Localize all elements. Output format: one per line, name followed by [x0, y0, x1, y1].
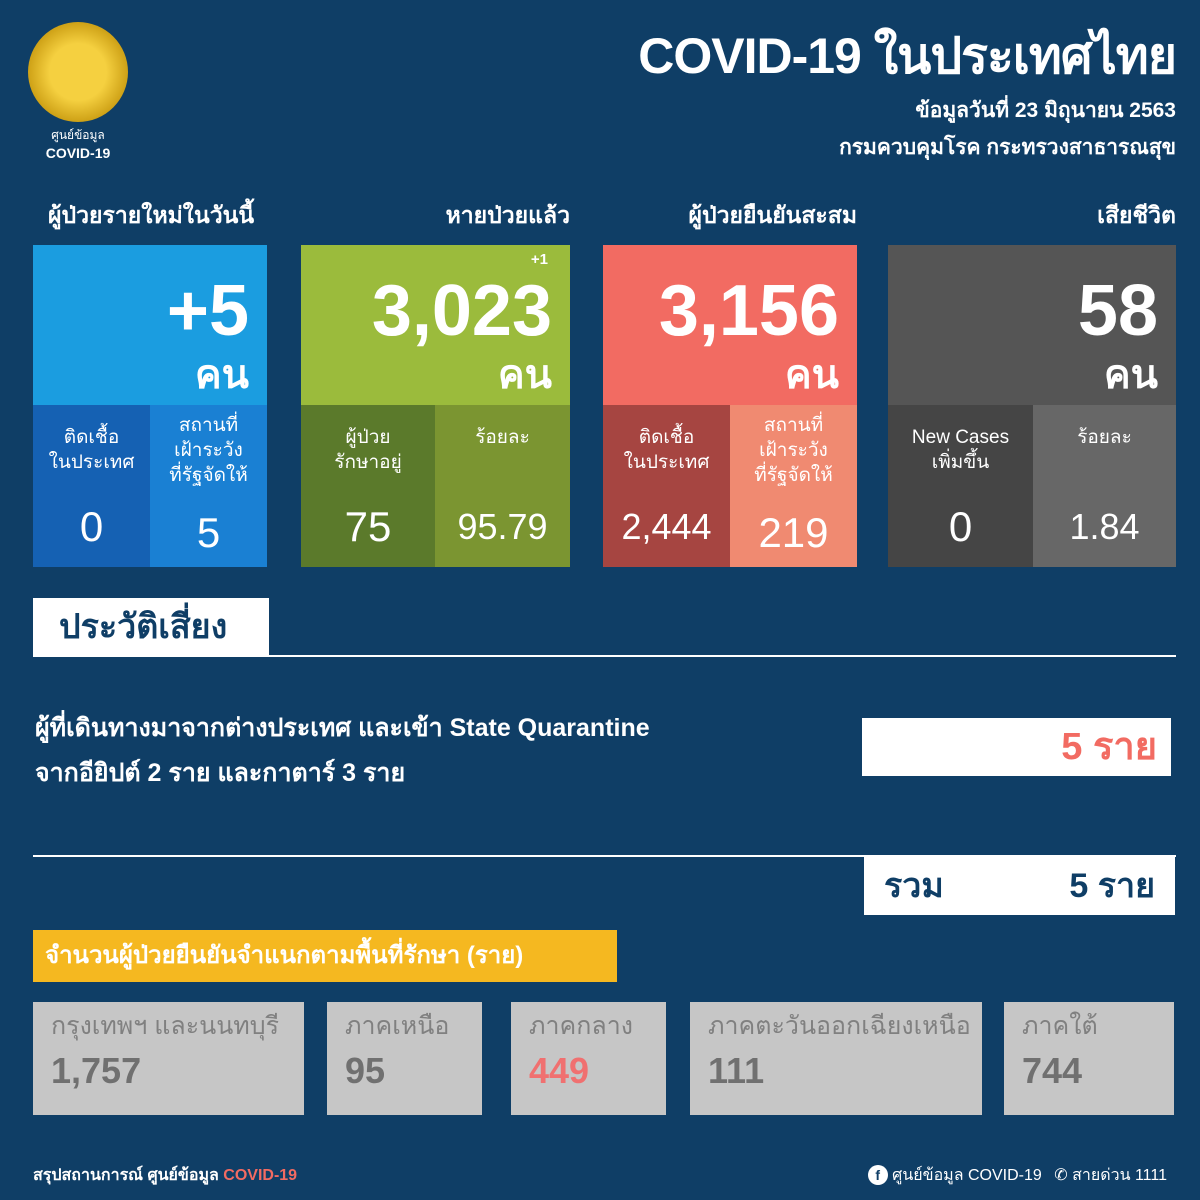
- sub-stat: ร้อยละ 95.79: [435, 405, 570, 567]
- risk-history-tab: ประวัติเสี่ยง: [33, 598, 269, 656]
- footer-left-text: สรุปสถานการณ์ ศูนย์ข้อมูล: [33, 1167, 219, 1184]
- region-value: 744: [1022, 1050, 1083, 1091]
- footer-left: สรุปสถานการณ์ ศูนย์ข้อมูล COVID-19: [33, 1165, 297, 1187]
- sub-stat: ผู้ป่วย รักษาอยู่ 75: [301, 405, 435, 567]
- sub-label: ติดเชื้อ ในประเทศ: [623, 427, 710, 473]
- risk-line-1: ผู้ที่เดินทางมาจากต่างประเทศ และเข้า Sta…: [35, 714, 650, 742]
- unit: คน: [497, 353, 552, 397]
- sub-label: สถานที่ เฝ้าระวัง ที่รัฐจัดให้: [169, 415, 248, 486]
- region-box: ภาคกลาง 449: [511, 1002, 666, 1115]
- phone-icon: ✆: [1054, 1167, 1068, 1184]
- card-main: +5 คน: [33, 245, 267, 405]
- region-value: 449: [529, 1050, 590, 1091]
- main-value: +5: [166, 271, 249, 351]
- total-value: 5 ราย: [1069, 867, 1155, 905]
- main-value: 58: [1077, 271, 1158, 351]
- date-line: ข้อมูลวันที่ 23 มิถุนายน 2563: [915, 99, 1176, 122]
- region-name: ภาคตะวันออกเฉียงเหนือ: [708, 1012, 971, 1040]
- card-caption: ผู้ป่วยรายใหม่ในวันนี้: [48, 202, 255, 228]
- risk-count: 5 ราย: [862, 718, 1171, 776]
- sub-label: ร้อยละ: [1077, 427, 1132, 448]
- sub-label: ร้อยละ: [475, 427, 530, 448]
- divider: [33, 655, 1176, 657]
- sub-label: สถานที่ เฝ้าระวัง ที่รัฐจัดให้: [754, 415, 833, 486]
- sub-value: 5: [196, 509, 221, 556]
- total-label: รวม: [884, 867, 944, 905]
- sub-value: 75: [344, 503, 392, 550]
- logo-caption: ศูนย์ข้อมูล: [51, 128, 105, 142]
- card-main: 3,156 คน: [603, 245, 857, 405]
- sub-stat: ติดเชื้อ ในประเทศ 2,444: [603, 405, 730, 567]
- facebook-page: ศูนย์ข้อมูล COVID-19: [892, 1167, 1042, 1184]
- stat-card: +1 3,023 คน ผู้ป่วย รักษาอยู่ 75 ร้อยละ 95…: [301, 245, 570, 567]
- region-name: ภาคเหนือ: [345, 1012, 450, 1040]
- sub-value: 0: [79, 503, 104, 550]
- unit: คน: [1103, 353, 1158, 397]
- sub-value: 95.79: [457, 506, 548, 547]
- sub-stat: ร้อยละ 1.84: [1033, 405, 1176, 567]
- ddc-seal-logo: [28, 22, 128, 122]
- main-value: 3,023: [371, 271, 552, 351]
- footer-right: f ศูนย์ข้อมูล COVID-19 ✆ สายด่วน 1111: [867, 1165, 1167, 1187]
- sub-value: 2,444: [621, 506, 712, 547]
- risk-description: ผู้ที่เดินทางมาจากต่างประเทศ และเข้า Sta…: [35, 706, 845, 796]
- region-name: กรุงเทพฯ และนนทบุรี: [51, 1012, 280, 1040]
- sub-value: 219: [758, 509, 829, 556]
- org-line: กรมควบคุมโรค กระทรวงสาธารณสุข: [839, 136, 1176, 159]
- sub-value: 1.84: [1069, 506, 1140, 547]
- region-value: 111: [708, 1050, 765, 1091]
- region-box: กรุงเทพฯ และนนทบุรี 1,757: [33, 1002, 304, 1115]
- hotline: สายด่วน 1111: [1072, 1167, 1167, 1184]
- risk-line-2: จากอียิปต์ 2 ราย และกาตาร์ 3 ราย: [35, 759, 406, 787]
- card-caption: ผู้ป่วยยืนยันสะสม: [688, 202, 857, 228]
- stat-card: +5 คน ติดเชื้อ ในประเทศ 0 สถานที่ เฝ้าระว…: [33, 245, 267, 567]
- sub-value: 0: [948, 503, 973, 550]
- sub-label: New Cases เพิ่มขึ้น: [911, 427, 1010, 473]
- sub-stat: สถานที่ เฝ้าระวัง ที่รัฐจัดให้ 219: [730, 405, 857, 567]
- unit: คน: [784, 353, 839, 397]
- region-value: 95: [345, 1050, 386, 1091]
- card-main: +1 3,023 คน: [301, 245, 570, 405]
- footer-left-accent: COVID-19: [223, 1167, 298, 1184]
- unit: คน: [194, 353, 249, 397]
- divider: [33, 855, 1176, 857]
- card-main: 58 คน: [888, 245, 1176, 405]
- sub-label: ผู้ป่วย รักษาอยู่: [334, 427, 402, 473]
- delta: +1: [530, 251, 548, 268]
- region-name: ภาคกลาง: [529, 1012, 633, 1040]
- sub-stat: ติดเชื้อ ในประเทศ 0: [33, 405, 150, 567]
- card-caption: เสียชีวิต: [1097, 202, 1176, 228]
- sub-stat: สถานที่ เฝ้าระวัง ที่รัฐจัดให้ 5: [150, 405, 267, 567]
- card-caption: หายป่วยแล้ว: [445, 202, 570, 228]
- region-value: 1,757: [51, 1050, 142, 1091]
- region-box: ภาคเหนือ 95: [327, 1002, 482, 1115]
- stat-card: 3,156 คน ติดเชื้อ ในประเทศ 2,444 สถานที่ …: [603, 245, 857, 567]
- region-box: ภาคตะวันออกเฉียงเหนือ 111: [690, 1002, 982, 1115]
- regions-title: จำนวนผู้ป่วยยืนยันจำแนกตามพื้นที่รักษา (…: [33, 930, 617, 982]
- sub-label: ติดเชื้อ ในประเทศ: [48, 427, 135, 473]
- region-box: ภาคใต้ 744: [1004, 1002, 1174, 1115]
- page-title: COVID-19 ในประเทศไทย: [638, 28, 1177, 84]
- logo-caption-covid: COVID-19: [45, 145, 111, 161]
- total-box: รวม 5 ราย: [864, 857, 1175, 915]
- main-value: 3,156: [658, 271, 839, 351]
- region-name: ภาคใต้: [1022, 1012, 1098, 1040]
- stat-card: 58 คน New Cases เพิ่มขึ้น 0 ร้อยละ 1.84: [888, 245, 1176, 567]
- sub-stat: New Cases เพิ่มขึ้น 0: [888, 405, 1033, 567]
- facebook-icon: f: [867, 1165, 888, 1185]
